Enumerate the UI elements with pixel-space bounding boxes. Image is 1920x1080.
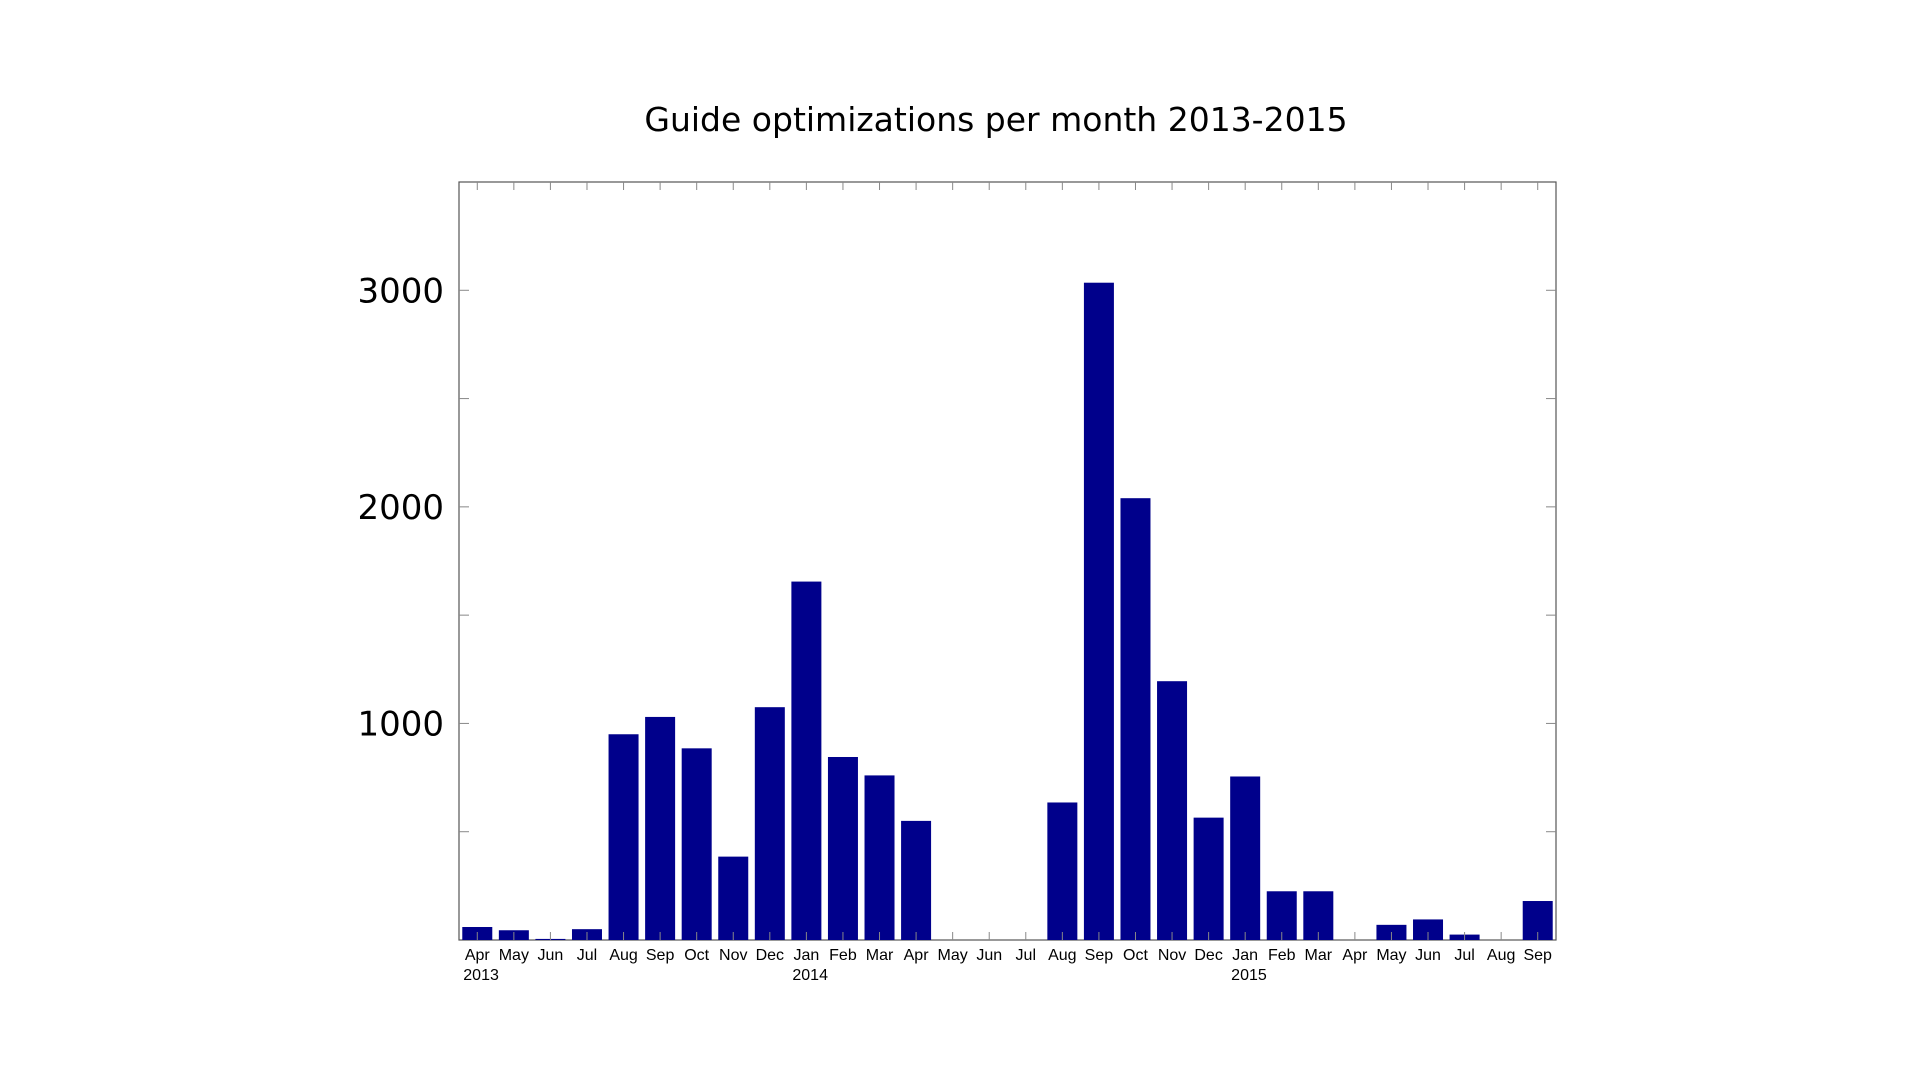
bar-17 xyxy=(1083,282,1114,941)
year-label: 2013 xyxy=(463,967,499,984)
chart-title: Guide optimizations per month 2013-2015 xyxy=(644,100,1348,139)
year-label: 2014 xyxy=(792,967,828,984)
bar-10 xyxy=(827,756,858,940)
x-tick-label: May xyxy=(499,947,529,964)
x-tick-label: Sep xyxy=(1085,947,1114,964)
x-tick-label: Nov xyxy=(719,947,747,964)
x-tick-label: Feb xyxy=(1268,947,1296,964)
x-tick-label: Jul xyxy=(1454,947,1474,964)
bar-20 xyxy=(1193,817,1224,940)
bar-9 xyxy=(791,581,822,940)
x-tick-label: Dec xyxy=(756,947,784,964)
bar-5 xyxy=(645,716,676,940)
x-tick-label: Aug xyxy=(1048,947,1076,964)
bar-12 xyxy=(901,820,932,940)
bar-22 xyxy=(1266,891,1297,940)
bar-19 xyxy=(1157,681,1188,940)
x-tick-label: Apr xyxy=(1342,947,1368,964)
x-tick-label: Apr xyxy=(904,947,930,964)
x-tick-label: Mar xyxy=(866,947,894,964)
x-tick-label: Jun xyxy=(976,947,1002,964)
bar-8 xyxy=(754,707,785,940)
plot-frame xyxy=(458,181,1557,941)
year-label: 2015 xyxy=(1231,967,1267,984)
x-tick-label: Dec xyxy=(1194,947,1222,964)
x-tick-label: May xyxy=(938,947,968,964)
x-tick-label: May xyxy=(1376,947,1406,964)
x-tick-label: Aug xyxy=(609,947,637,964)
x-tick-label: Jul xyxy=(577,947,597,964)
bar-6 xyxy=(681,748,712,940)
bar-21 xyxy=(1230,776,1261,940)
x-tick-label: Jan xyxy=(1232,947,1258,964)
x-tick-label: Jun xyxy=(538,947,564,964)
x-tick-label: Jan xyxy=(793,947,819,964)
x-tick-label: Aug xyxy=(1487,947,1515,964)
x-tick-label: Feb xyxy=(829,947,857,964)
bar-16 xyxy=(1047,802,1078,940)
x-tick-label: Jul xyxy=(1016,947,1036,964)
x-tick-label: Sep xyxy=(1523,947,1552,964)
x-tick-label: Nov xyxy=(1158,947,1186,964)
x-tick-label: Mar xyxy=(1305,947,1333,964)
bar-11 xyxy=(864,775,895,940)
bar-26 xyxy=(1413,919,1444,940)
bar-18 xyxy=(1120,498,1151,940)
x-tick-label: Oct xyxy=(684,947,709,964)
y-tick-label: 1000 xyxy=(357,704,444,744)
bar-23 xyxy=(1303,891,1334,940)
y-tick-label: 2000 xyxy=(357,488,444,528)
y-tick-label: 3000 xyxy=(357,271,444,311)
x-tick-label: Oct xyxy=(1123,947,1148,964)
x-tick-label: Jun xyxy=(1415,947,1441,964)
bar-7 xyxy=(718,856,749,940)
bar-4 xyxy=(608,734,639,940)
x-tick-label: Sep xyxy=(646,947,675,964)
x-tick-label: Apr xyxy=(465,947,491,964)
